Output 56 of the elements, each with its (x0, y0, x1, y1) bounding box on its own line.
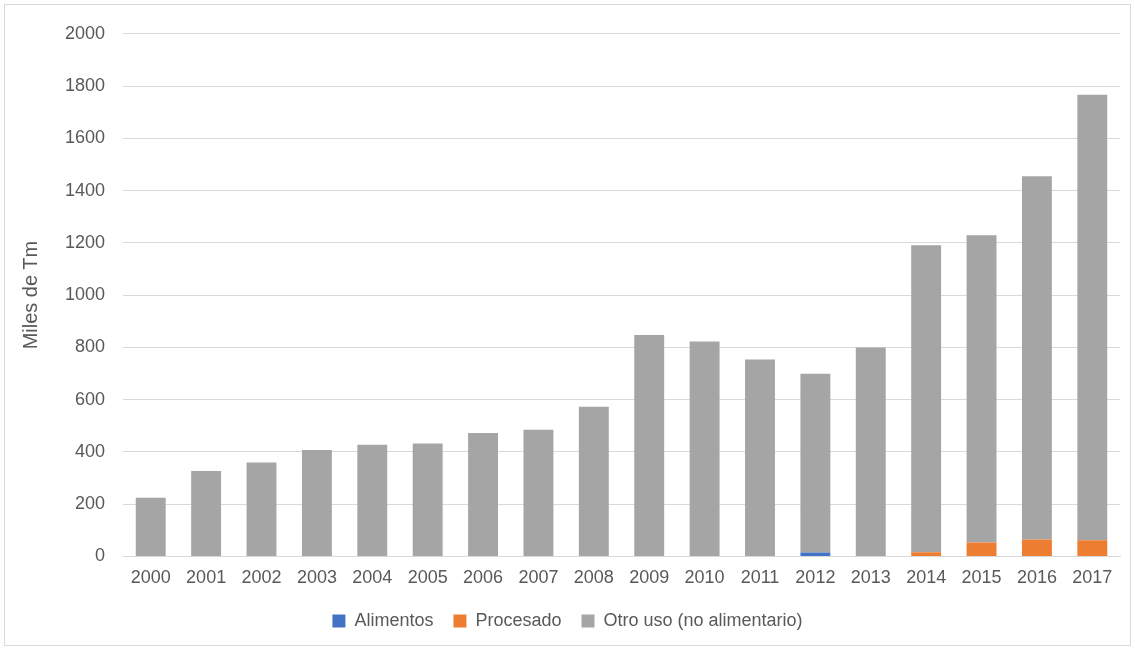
y-tick-label: 600 (75, 388, 106, 409)
x-tick-label: 2017 (1072, 567, 1113, 588)
bar (911, 245, 942, 553)
bar (412, 443, 443, 556)
x-tick-label: 2014 (906, 567, 947, 588)
y-tick-label: 2000 (65, 22, 106, 43)
bar (135, 497, 166, 556)
y-tick-label: 800 (75, 336, 106, 357)
legend-label: Otro uso (no alimentario) (603, 609, 803, 630)
legend-label: Procesado (475, 609, 562, 630)
x-tick-label: 2004 (352, 567, 393, 588)
bar (966, 235, 997, 543)
y-tick-label: 0 (95, 545, 106, 566)
x-tick-label: 2001 (186, 567, 227, 588)
bar (800, 552, 831, 556)
y-tick-label: 1800 (65, 75, 106, 96)
bar (1021, 539, 1052, 556)
x-tick-label: 2008 (573, 567, 614, 588)
x-tick-label: 2007 (518, 567, 559, 588)
x-tick-label: 2013 (850, 567, 891, 588)
y-tick-label: 200 (75, 493, 106, 514)
x-tick-label: 2015 (961, 567, 1002, 588)
x-tick-label: 2009 (629, 567, 670, 588)
bar (800, 373, 831, 553)
x-tick-label: 2003 (296, 567, 337, 588)
y-tick-label: 1000 (65, 284, 106, 305)
y-tick-label: 1600 (65, 127, 106, 148)
bar (634, 335, 665, 556)
bar (966, 542, 997, 556)
bar (855, 347, 886, 556)
x-tick-label: 2005 (407, 567, 448, 588)
bar (1021, 176, 1052, 540)
y-axis-title: Miles de Tm (18, 240, 41, 350)
bar (301, 450, 332, 556)
x-tick-label: 2016 (1016, 567, 1057, 588)
bar (357, 444, 388, 556)
bar (689, 341, 720, 556)
bar (191, 470, 222, 556)
bar (1077, 94, 1108, 541)
bar (468, 433, 499, 556)
bar (523, 429, 554, 556)
y-tick-label: 1400 (65, 179, 106, 200)
bar (745, 359, 775, 556)
x-tick-label: 2000 (130, 567, 171, 588)
bar (578, 406, 609, 556)
legend-label: Alimentos (354, 609, 434, 630)
y-tick-label: 1200 (65, 231, 106, 252)
bar (1077, 540, 1108, 556)
y-tick-label: 400 (75, 440, 106, 461)
x-tick-label: 2012 (795, 567, 836, 588)
x-tick-label: 2011 (740, 567, 780, 588)
bar (246, 462, 277, 556)
bar (911, 552, 942, 556)
x-tick-label: 2006 (463, 567, 504, 588)
x-tick-label: 2010 (684, 567, 725, 588)
x-tick-label: 2002 (241, 567, 282, 588)
